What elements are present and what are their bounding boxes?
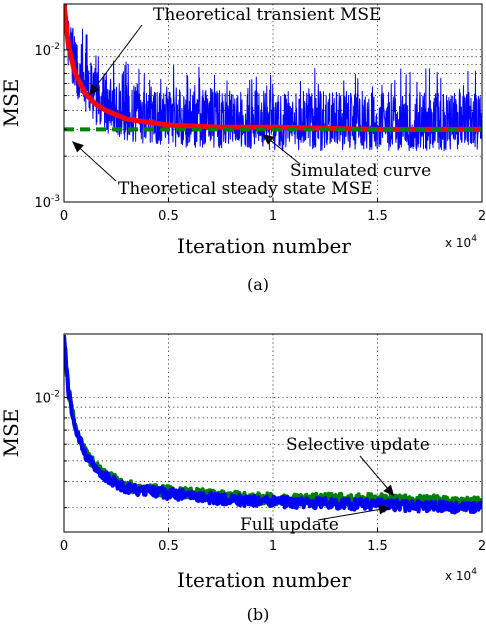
series-a bbox=[64, 4, 482, 152]
annotation-label: Full update bbox=[240, 515, 339, 535]
annotation-arrowhead bbox=[89, 83, 100, 96]
y-tick-label: 10-3 bbox=[34, 194, 60, 211]
series-line-theoretical-transient bbox=[64, 4, 482, 132]
y-tick-label: 10-2 bbox=[34, 42, 60, 59]
annotation-label: Selective update bbox=[286, 435, 430, 455]
ticks-b: 0 0.5 1 1.5 2 10-2 bbox=[34, 389, 486, 554]
x-tick-label: 2 bbox=[478, 539, 486, 554]
x-tick-label: 2 bbox=[478, 209, 486, 224]
x-multiplier-exp-b: 4 bbox=[471, 567, 477, 577]
series-line-simulated bbox=[64, 4, 482, 152]
annotation-label: Theoretical steady state MSE bbox=[118, 179, 373, 199]
x-tick-label: 1 bbox=[269, 209, 277, 224]
annotation-arrowhead bbox=[378, 504, 391, 515]
caption-a: (a) bbox=[247, 275, 269, 294]
x-tick-label: 0 bbox=[60, 209, 68, 224]
x-multiplier-exp-a: 4 bbox=[471, 234, 477, 244]
series-b bbox=[64, 334, 482, 515]
x-tick-label: 0.5 bbox=[158, 539, 179, 554]
series-line-full bbox=[64, 334, 482, 515]
x-tick-label: 1.5 bbox=[367, 539, 388, 554]
x-multiplier-base-b: x 10 bbox=[445, 569, 471, 583]
annotations-b: Selective update Full update bbox=[240, 435, 430, 535]
annotation-arrowhead bbox=[383, 484, 395, 497]
y-axis-label-b: MSE bbox=[0, 409, 23, 458]
annotations-a: Theoretical transient MSE Simulated curve… bbox=[72, 5, 431, 199]
x-multiplier-a: x 104 bbox=[445, 234, 477, 250]
grid-a bbox=[64, 4, 482, 202]
y-tick-label: 10-2 bbox=[34, 389, 60, 406]
annotation-arrowhead bbox=[262, 133, 275, 145]
panel-b: 0 0.5 1 1.5 2 10-2 Selective update Full updat… bbox=[0, 333, 486, 624]
ticks-a: 0 0.5 1 1.5 2 10-2 10-3 bbox=[34, 42, 486, 224]
x-tick-label: 0.5 bbox=[158, 209, 179, 224]
annotation-arrow bbox=[88, 24, 143, 96]
x-multiplier-base-a: x 10 bbox=[445, 236, 471, 250]
y-axis-label-a: MSE bbox=[0, 79, 23, 128]
annotation-arrow bbox=[317, 507, 391, 521]
panel-a: 0 0.5 1 1.5 2 10-2 10-3 Theoretical transient … bbox=[0, 3, 486, 294]
x-axis-label-a: Iteration number bbox=[177, 234, 351, 258]
annotation-label: Theoretical transient MSE bbox=[153, 5, 381, 25]
x-tick-label: 0 bbox=[60, 539, 68, 554]
x-tick-label: 1.5 bbox=[367, 209, 388, 224]
x-multiplier-b: x 104 bbox=[445, 567, 477, 583]
annotation-label: Simulated curve bbox=[290, 161, 431, 181]
x-tick-label: 1 bbox=[269, 539, 277, 554]
x-axis-label-b: Iteration number bbox=[177, 568, 351, 592]
annotation-arrowhead bbox=[72, 141, 84, 153]
caption-b: (b) bbox=[247, 605, 270, 624]
